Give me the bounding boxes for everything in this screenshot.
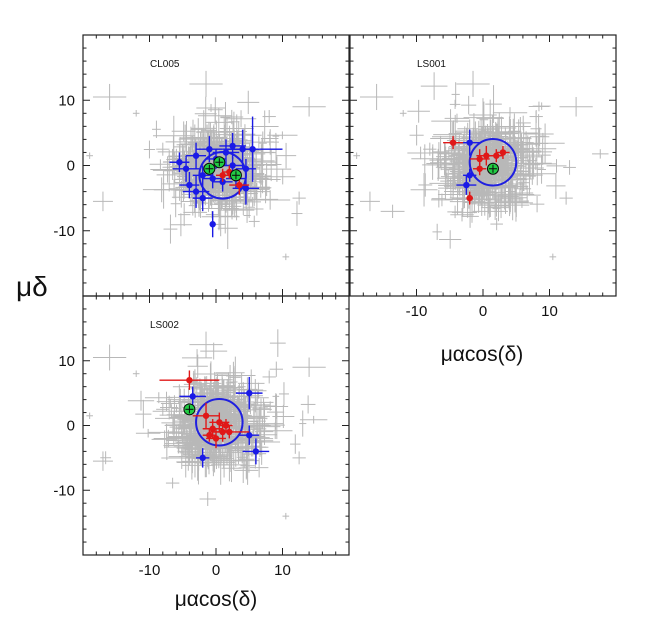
panel-label: CL005 (150, 59, 180, 70)
series-2 (183, 403, 196, 416)
member-point (186, 181, 193, 189)
member-point (199, 454, 206, 462)
field-star-cloud (86, 329, 328, 520)
x-tick-label: -10 (406, 303, 428, 320)
member-point (483, 152, 490, 159)
member-point (182, 165, 190, 172)
member-point (229, 162, 236, 169)
member-point (493, 152, 500, 159)
x-axis-title-right: μαcos(δ) (441, 343, 524, 366)
member-point (209, 425, 216, 432)
member-point (466, 172, 473, 179)
x-tick-label: 0 (212, 562, 220, 579)
x-tick-label: -10 (139, 562, 161, 579)
tick-marks (82, 295, 350, 556)
selection-circle (195, 397, 244, 447)
member-point (463, 181, 470, 189)
member-point (199, 172, 206, 179)
member-point (499, 149, 507, 156)
x-tick-label: 10 (274, 562, 291, 579)
x-axis-title-bottom: μαcos(δ) (175, 588, 258, 611)
member-point (192, 152, 200, 159)
panel-ls001: -10 0 10 LS001 (349, 34, 617, 320)
x-tick-label: 0 (479, 303, 487, 320)
member-point (209, 221, 216, 228)
member-point (229, 142, 236, 150)
member-point (246, 432, 253, 439)
member-point (206, 145, 213, 153)
y-tick-label: -10 (53, 482, 75, 499)
tick-marks (349, 34, 617, 297)
series-2 (203, 156, 242, 182)
member-point (476, 155, 483, 163)
panel-label: LS001 (417, 59, 446, 70)
member-point (202, 412, 210, 419)
member-point (216, 419, 223, 426)
member-point (246, 389, 253, 397)
member-point (236, 181, 243, 189)
member-point (212, 435, 220, 442)
y-tick-label: 0 (67, 158, 75, 175)
member-point (176, 159, 183, 166)
member-point (192, 188, 200, 195)
selection-circle (468, 137, 518, 187)
member-point (206, 432, 213, 439)
y-axis-title: μδ (16, 271, 48, 302)
member-point (199, 194, 206, 202)
x-tick-label: 10 (541, 303, 558, 320)
member-point (219, 172, 226, 179)
member-point (226, 428, 233, 436)
member-point (186, 376, 193, 384)
member-point (252, 448, 260, 455)
member-point (209, 175, 216, 182)
member-point (242, 185, 250, 192)
series-0 (179, 376, 270, 468)
member-point (466, 139, 473, 146)
y-tick-label: -10 (53, 223, 75, 240)
panel-label: LS002 (150, 320, 179, 331)
member-point (189, 393, 196, 400)
panel-cl005: -10 0 10 CL005 (53, 34, 350, 297)
field-star-cloud (353, 70, 609, 261)
y-tick-label: 10 (58, 353, 75, 370)
member-point (466, 194, 473, 202)
member-point (476, 165, 483, 172)
y-tick-label: 0 (67, 418, 75, 435)
member-point (222, 422, 230, 429)
y-tick-label: 10 (58, 92, 75, 109)
series-1 (159, 370, 250, 449)
member-point (222, 149, 230, 156)
member-point (449, 139, 457, 146)
series-1 (443, 136, 510, 205)
series-2 (486, 162, 499, 175)
panel-ls002: -10 0 10 -10 0 10 LS002 (53, 295, 350, 579)
member-point (249, 145, 256, 153)
member-point (242, 165, 250, 172)
